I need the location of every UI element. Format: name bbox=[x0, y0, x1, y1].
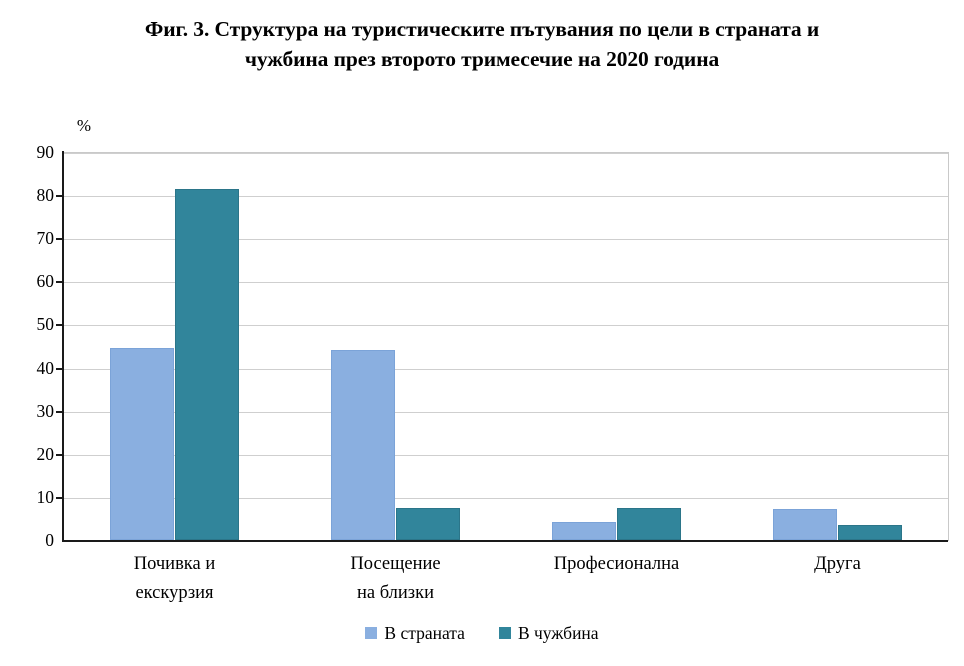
y-axis-tick-label: 90 bbox=[36, 142, 55, 162]
y-axis-tick-labels: 0 10 20 30 40 50 60 70 80 90 bbox=[0, 0, 55, 666]
gridline bbox=[64, 325, 948, 327]
category-label: Друга bbox=[814, 554, 861, 574]
y-axis-line bbox=[62, 151, 64, 542]
y-axis-tick-label: 10 bbox=[36, 486, 55, 507]
x-axis-category-labels: Почивка и екскурзия Посещение на близки Пр… bbox=[64, 550, 948, 612]
gridline bbox=[64, 153, 948, 154]
legend-swatch-icon bbox=[365, 627, 378, 639]
gridline bbox=[64, 368, 948, 370]
gridline bbox=[64, 411, 948, 413]
bars-layer bbox=[64, 152, 948, 540]
bar bbox=[552, 521, 616, 540]
legend-item[interactable]: В чужбина bbox=[498, 622, 599, 644]
gridlines bbox=[64, 153, 948, 541]
y-axis-unit-label: % bbox=[76, 116, 92, 135]
bar bbox=[773, 508, 837, 540]
y-axis-tick-label: 30 bbox=[36, 400, 55, 421]
y-axis-tick-mark bbox=[56, 410, 64, 413]
bar bbox=[396, 507, 460, 540]
y-axis-tick-mark bbox=[56, 324, 64, 327]
bar bbox=[175, 188, 239, 540]
y-axis-tick-mark bbox=[56, 238, 64, 241]
category-label: Професионална bbox=[553, 554, 680, 574]
y-axis-tick-mark bbox=[56, 453, 64, 456]
legend-item[interactable]: В страната bbox=[365, 622, 465, 644]
chart-legend: В страната В чужбина bbox=[0, 622, 964, 644]
bar bbox=[617, 507, 681, 540]
y-axis-tick-label: 60 bbox=[36, 271, 55, 292]
y-axis-tick-label: 20 bbox=[36, 443, 55, 464]
y-axis-tick-label: 80 bbox=[36, 185, 55, 206]
category-label: Посещение на близки bbox=[350, 554, 441, 603]
x-axis-line bbox=[62, 540, 948, 542]
chart-title-line-2: чужбина през второто тримесечие на 2020 … bbox=[244, 47, 720, 71]
y-axis-tick-mark bbox=[56, 281, 64, 284]
legend-swatch-icon bbox=[498, 627, 511, 639]
y-axis-tick-mark bbox=[56, 367, 64, 370]
gridline bbox=[64, 282, 948, 284]
gridline bbox=[64, 497, 948, 499]
category-label: Почивка и екскурзия bbox=[133, 554, 216, 603]
gridline bbox=[64, 239, 948, 241]
bar bbox=[110, 348, 174, 540]
legend-label: В страната bbox=[384, 623, 465, 643]
gridline bbox=[64, 454, 948, 456]
chart-title: Фиг. 3. Структура на туристическите пъту… bbox=[0, 14, 964, 74]
y-axis-tick-mark bbox=[56, 195, 64, 198]
bar bbox=[838, 524, 902, 540]
gridline bbox=[64, 196, 948, 198]
legend-label: В чужбина bbox=[517, 623, 599, 643]
chart-title-line-1: Фиг. 3. Структура на туристическите пъту… bbox=[144, 17, 820, 41]
y-axis-tick-mark bbox=[56, 496, 64, 499]
y-axis-tick-label: 40 bbox=[36, 357, 55, 378]
y-axis-tick-label: 70 bbox=[36, 228, 55, 249]
y-axis-tick-label: 0 bbox=[45, 530, 54, 550]
bar bbox=[331, 350, 395, 540]
y-axis-tick-label: 50 bbox=[36, 314, 55, 335]
